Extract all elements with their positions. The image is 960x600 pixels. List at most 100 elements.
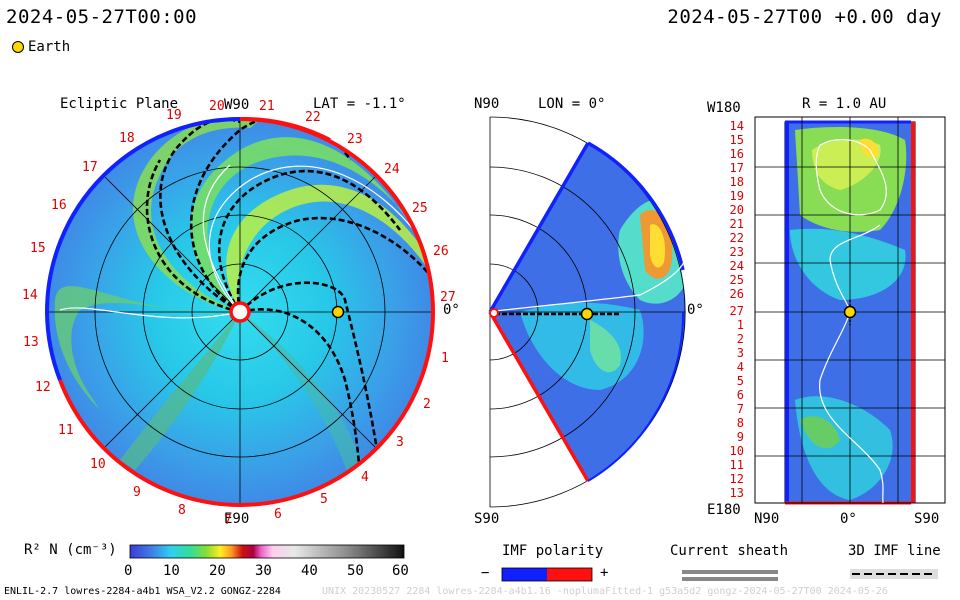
svg-text:6: 6 bbox=[737, 388, 744, 402]
ecliptic-top-dir: W90 bbox=[224, 97, 250, 113]
svg-text:25: 25 bbox=[730, 273, 744, 287]
earth-marker-meridional bbox=[580, 307, 594, 321]
meridional-right-angle: 0° bbox=[687, 302, 704, 318]
svg-text:11: 11 bbox=[730, 458, 744, 472]
imf-minus-label: − bbox=[481, 565, 490, 581]
imf-polarity-title: IMF polarity bbox=[502, 543, 604, 559]
svg-text:3: 3 bbox=[737, 346, 744, 360]
colorbar-tick: 10 bbox=[163, 563, 180, 579]
day-label: 4 bbox=[361, 470, 369, 485]
day-label: 23 bbox=[347, 132, 363, 147]
day-label: 1 bbox=[441, 351, 449, 366]
day-label: 15 bbox=[30, 241, 46, 256]
earth-marker-ecliptic bbox=[331, 305, 345, 319]
day-label: 6 bbox=[274, 507, 282, 522]
day-label: 21 bbox=[259, 99, 275, 114]
radial-plot: 14 15 16 17 18 19 20 21 22 23 24 25 26 2… bbox=[730, 116, 946, 505]
svg-text:4: 4 bbox=[737, 360, 744, 374]
current-sheath-swatch bbox=[682, 570, 778, 574]
day-label: 7 bbox=[224, 513, 232, 528]
day-label: 17 bbox=[82, 160, 98, 175]
svg-text:13: 13 bbox=[730, 486, 744, 500]
meridional-bottom-left: S90 bbox=[474, 511, 500, 527]
svg-text:18: 18 bbox=[730, 175, 744, 189]
earth-legend-label: Earth bbox=[28, 39, 71, 55]
svg-text:26: 26 bbox=[730, 287, 744, 301]
earth-icon bbox=[12, 41, 24, 53]
density-colorbar bbox=[129, 544, 405, 559]
day-label: 9 bbox=[133, 485, 141, 500]
meridional-top-left: N90 bbox=[474, 96, 500, 112]
svg-text:22: 22 bbox=[730, 231, 744, 245]
radial-x-right: S90 bbox=[914, 511, 940, 527]
day-label: 10 bbox=[90, 457, 106, 472]
svg-text:23: 23 bbox=[730, 245, 744, 259]
colorbar-tick: 50 bbox=[347, 563, 364, 579]
day-label: 19 bbox=[166, 108, 182, 123]
current-sheath-title: Current sheath bbox=[670, 543, 789, 559]
imf-3d-title: 3D IMF line bbox=[848, 543, 941, 559]
day-label: 20 bbox=[209, 99, 225, 114]
svg-text:1: 1 bbox=[737, 318, 744, 332]
colorbar-tick: 40 bbox=[301, 563, 318, 579]
svg-text:15: 15 bbox=[730, 133, 744, 147]
ecliptic-right-angle: 0° bbox=[443, 302, 460, 318]
day-label: 8 bbox=[178, 503, 186, 518]
run-time-right: 2024-05-27T00 +0.00 day bbox=[667, 6, 942, 28]
imf-negative-swatch bbox=[502, 568, 547, 581]
colorbar-label: R² N (cm⁻³) bbox=[24, 542, 117, 558]
radial-r-label: R = 1.0 AU bbox=[802, 96, 887, 112]
svg-text:19: 19 bbox=[730, 189, 744, 203]
svg-text:20: 20 bbox=[730, 203, 744, 217]
colorbar-tick: 60 bbox=[392, 563, 409, 579]
day-label: 26 bbox=[433, 244, 449, 259]
earth-legend: Earth bbox=[12, 39, 70, 55]
day-label: 22 bbox=[305, 110, 321, 125]
radial-x-left: N90 bbox=[754, 511, 780, 527]
imf-plus-label: + bbox=[600, 565, 609, 581]
day-label: 16 bbox=[51, 198, 67, 213]
svg-text:2: 2 bbox=[737, 332, 744, 346]
svg-text:21: 21 bbox=[730, 217, 744, 231]
day-label: 18 bbox=[119, 131, 135, 146]
svg-text:16: 16 bbox=[730, 147, 744, 161]
day-label: 2 bbox=[423, 397, 431, 412]
day-label: 5 bbox=[320, 492, 328, 507]
ecliptic-day-labels: 19 20 21 22 23 24 25 26 27 1 2 3 4 5 6 7… bbox=[22, 99, 456, 528]
svg-text:8: 8 bbox=[737, 416, 744, 430]
run-time-left: 2024-05-27T00:00 bbox=[6, 6, 198, 28]
meridional-plot bbox=[488, 116, 686, 508]
svg-text:9: 9 bbox=[737, 430, 744, 444]
sun-marker bbox=[229, 301, 251, 323]
svg-text:5: 5 bbox=[737, 374, 744, 388]
radial-x-mid: 0° bbox=[840, 511, 857, 527]
svg-text:14: 14 bbox=[730, 119, 744, 133]
svg-text:24: 24 bbox=[730, 259, 744, 273]
svg-text:12: 12 bbox=[730, 472, 744, 486]
day-label: 12 bbox=[35, 380, 51, 395]
footer-run-info: UNIX 20230527 2284 lowres-2284-a4b1.16 -… bbox=[322, 586, 888, 597]
day-label: 11 bbox=[58, 423, 74, 438]
current-sheath-lines bbox=[59, 164, 426, 319]
ecliptic-bottom-dir: E90 bbox=[224, 511, 250, 527]
imf-positive-swatch bbox=[547, 568, 592, 581]
radial-top-left: W180 bbox=[707, 100, 741, 116]
day-label: 25 bbox=[412, 201, 428, 216]
earth-marker-radial bbox=[843, 305, 857, 319]
colorbar-tick: 0 bbox=[124, 563, 133, 579]
svg-text:10: 10 bbox=[730, 444, 744, 458]
day-label: 24 bbox=[384, 162, 400, 177]
radial-bottom-left: E180 bbox=[707, 502, 741, 518]
day-label: 14 bbox=[22, 288, 38, 303]
day-label: 27 bbox=[440, 290, 456, 305]
colorbar-tick: 30 bbox=[255, 563, 272, 579]
svg-text:7: 7 bbox=[737, 402, 744, 416]
ecliptic-lat-label: LAT = -1.1° bbox=[313, 96, 406, 112]
footer-model-info: ENLIL-2.7 lowres-2284-a4b1 WSA_V2.2 GONG… bbox=[4, 586, 281, 597]
day-label: 3 bbox=[396, 435, 404, 450]
ecliptic-title: Ecliptic Plane bbox=[60, 96, 179, 112]
day-label: 13 bbox=[23, 335, 39, 350]
meridional-lon-label: LON = 0° bbox=[538, 96, 606, 112]
colorbar-tick: 20 bbox=[209, 563, 226, 579]
